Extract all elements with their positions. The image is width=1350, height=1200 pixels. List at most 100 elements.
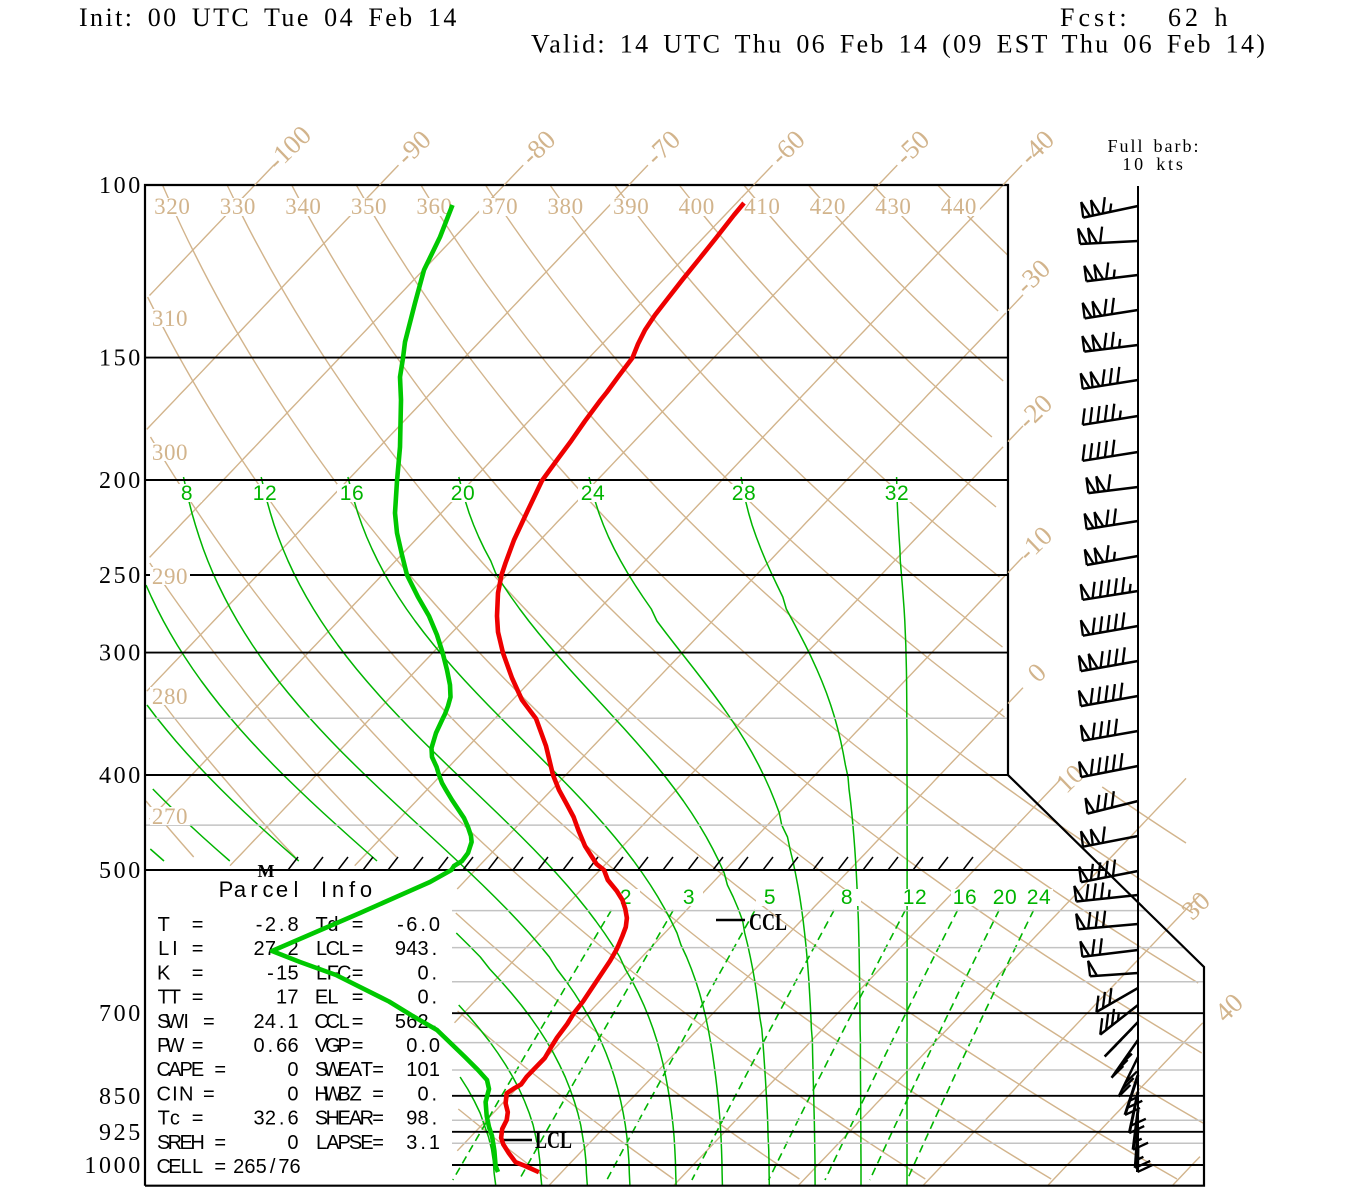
svg-text:M: M xyxy=(258,861,275,881)
svg-text:r: r xyxy=(250,877,257,902)
svg-text:.: . xyxy=(420,914,426,936)
svg-text:=: = xyxy=(192,938,204,960)
svg-text:.: . xyxy=(279,1108,285,1130)
svg-text:0: 0 xyxy=(254,1035,265,1057)
svg-text:7: 7 xyxy=(287,987,298,1009)
svg-text:0: 0 xyxy=(287,1059,298,1081)
svg-text:5: 5 xyxy=(99,858,111,884)
svg-text:6: 6 xyxy=(287,1035,298,1057)
svg-text:Init: 00 UTC Tue 04 Feb 14: Init: 00 UTC Tue 04 Feb 14 xyxy=(79,3,459,32)
svg-text:T: T xyxy=(158,1108,170,1130)
svg-text:4: 4 xyxy=(406,938,417,960)
svg-text:1: 1 xyxy=(99,346,111,372)
svg-text:4: 4 xyxy=(99,763,111,789)
svg-text:20: 20 xyxy=(451,482,476,505)
svg-text:6: 6 xyxy=(244,1156,255,1178)
svg-text:8: 8 xyxy=(418,1108,429,1130)
svg-text:2: 2 xyxy=(114,1120,126,1146)
svg-text:P: P xyxy=(219,877,234,902)
svg-text:.: . xyxy=(420,1035,426,1057)
svg-text:5: 5 xyxy=(114,563,126,589)
svg-text:28: 28 xyxy=(732,482,757,505)
svg-text:C: C xyxy=(156,1083,170,1105)
svg-text:2: 2 xyxy=(287,938,298,960)
svg-text:2: 2 xyxy=(265,1108,276,1130)
svg-text:8: 8 xyxy=(841,886,853,909)
svg-text:0: 0 xyxy=(114,641,126,667)
svg-text:W: W xyxy=(165,1035,184,1057)
svg-text:0: 0 xyxy=(114,1001,126,1027)
svg-text:7: 7 xyxy=(99,1001,111,1027)
svg-text:3: 3 xyxy=(683,886,695,909)
svg-text:5: 5 xyxy=(764,886,776,909)
svg-text:0: 0 xyxy=(128,1153,140,1179)
svg-text:N: N xyxy=(179,1083,193,1105)
svg-text:V: V xyxy=(315,1035,329,1057)
svg-text:0: 0 xyxy=(287,1083,298,1105)
svg-text:=: = xyxy=(372,1059,384,1081)
svg-text:=: = xyxy=(192,914,204,936)
svg-text:W: W xyxy=(165,1011,184,1033)
svg-text:W: W xyxy=(323,1059,342,1081)
svg-text:E: E xyxy=(338,1059,351,1081)
svg-text:0: 0 xyxy=(114,173,126,199)
svg-text:0: 0 xyxy=(429,914,440,936)
svg-text:410: 410 xyxy=(744,194,780,219)
svg-text:5: 5 xyxy=(114,1084,126,1110)
svg-text:=: = xyxy=(372,1108,384,1130)
svg-text:LCL: LCL xyxy=(535,1128,572,1154)
svg-text:20: 20 xyxy=(993,886,1018,909)
svg-text:2: 2 xyxy=(620,886,632,909)
svg-text:-: - xyxy=(256,914,263,936)
svg-text:310: 310 xyxy=(152,306,188,331)
svg-text:32: 32 xyxy=(885,482,910,505)
svg-text:E: E xyxy=(180,1132,193,1154)
svg-text:16: 16 xyxy=(340,482,365,505)
svg-text:f: f xyxy=(349,877,356,902)
svg-text:C: C xyxy=(314,1011,328,1033)
svg-text:62 h: 62 h xyxy=(1168,3,1232,32)
svg-text:W: W xyxy=(323,1083,342,1105)
svg-text:0: 0 xyxy=(114,763,126,789)
svg-text:16: 16 xyxy=(953,886,978,909)
svg-text:0: 0 xyxy=(418,1059,429,1081)
svg-text:E: E xyxy=(191,1059,204,1081)
svg-text:0: 0 xyxy=(114,1153,126,1179)
svg-text:0: 0 xyxy=(128,641,140,667)
svg-text:0: 0 xyxy=(417,1083,428,1105)
svg-text:290: 290 xyxy=(152,564,188,589)
svg-text:L: L xyxy=(316,938,327,960)
svg-text:8: 8 xyxy=(287,914,298,936)
svg-text:R: R xyxy=(168,1132,182,1154)
svg-text:2: 2 xyxy=(99,468,111,494)
svg-text:=: = xyxy=(352,938,364,960)
svg-text:0: 0 xyxy=(128,468,140,494)
svg-text:320: 320 xyxy=(154,194,190,219)
svg-text:10 kts: 10 kts xyxy=(1122,154,1185,174)
svg-text:Full barb:: Full barb: xyxy=(1108,136,1201,156)
svg-text:L: L xyxy=(327,987,338,1009)
svg-text:340: 340 xyxy=(285,194,321,219)
svg-text:6: 6 xyxy=(406,1011,417,1033)
svg-text:6: 6 xyxy=(287,1108,298,1130)
svg-text:P: P xyxy=(157,1035,170,1057)
svg-text:0: 0 xyxy=(114,468,126,494)
svg-text:420: 420 xyxy=(810,194,846,219)
svg-text:0: 0 xyxy=(128,563,140,589)
svg-text:24: 24 xyxy=(1027,886,1052,909)
svg-text:0: 0 xyxy=(114,858,126,884)
svg-text:0: 0 xyxy=(99,1153,111,1179)
svg-text:H: H xyxy=(314,1083,328,1105)
svg-text:12: 12 xyxy=(903,886,928,909)
svg-text:380: 380 xyxy=(547,194,583,219)
svg-text:=: = xyxy=(203,1083,215,1105)
svg-text:P: P xyxy=(180,1059,193,1081)
svg-text:.: . xyxy=(420,1132,426,1154)
svg-text:370: 370 xyxy=(482,194,518,219)
svg-text:L: L xyxy=(339,1011,350,1033)
svg-text:CCL: CCL xyxy=(749,910,787,936)
svg-text:H: H xyxy=(326,1108,340,1130)
svg-text:Z: Z xyxy=(349,1083,361,1105)
svg-text:12: 12 xyxy=(253,482,278,505)
svg-text:B: B xyxy=(338,1083,351,1105)
